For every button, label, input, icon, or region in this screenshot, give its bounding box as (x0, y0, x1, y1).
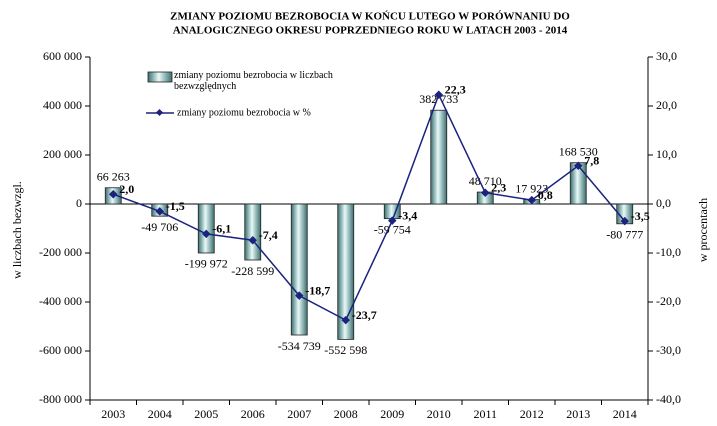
y2-tick-label: 10,0 (656, 147, 677, 161)
legend-entry: zmiany poziomu bezrobocia w liczbach bez… (174, 70, 333, 92)
y2-tick-label: 30,0 (656, 49, 677, 63)
x-tick-label: 2009 (380, 407, 404, 421)
line-value-label: -18,7 (305, 283, 330, 297)
bar-value-label: -59 754 (374, 222, 411, 236)
bar (430, 109, 448, 205)
y2-tick-label: 20,0 (656, 98, 677, 112)
line-marker (341, 315, 350, 325)
x-tick-label: 2014 (613, 407, 637, 421)
bar-value-label: -534 739 (278, 339, 321, 353)
y-axis-label: w liczbach bezwzgl. (10, 181, 24, 279)
y-tick-label: -400 000 (39, 294, 82, 308)
line-value-label: -6,1 (212, 222, 231, 236)
x-tick-label: 2013 (566, 407, 590, 421)
line-value-label: 2,0 (119, 182, 134, 196)
y-tick-label: 600 000 (43, 49, 82, 63)
y2-tick-label: -40,0 (656, 392, 681, 406)
x-tick-label: 2010 (427, 407, 451, 421)
line-value-label: -7,4 (259, 228, 278, 242)
x-tick-label: 2005 (194, 407, 218, 421)
line-marker (295, 291, 304, 300)
bar-value-label: 17 923 (515, 181, 548, 195)
x-tick-label: 2007 (287, 407, 311, 421)
bar-value-label: 66 263 (97, 170, 130, 184)
legend-swatch (155, 108, 164, 117)
y2-tick-label: 0,0 (656, 196, 671, 210)
legend-swatch (147, 71, 173, 83)
bar-value-label: -228 599 (231, 264, 274, 278)
x-tick-label: 2008 (334, 407, 358, 421)
line-value-label: 0,8 (538, 188, 553, 202)
x-tick-label: 2012 (520, 407, 544, 421)
line-value-label: -1,5 (166, 199, 185, 213)
chart-title: ZMIANY POZIOMU BEZROBOCIA W KOŃCU LUTEGO… (170, 11, 570, 23)
x-tick-label: 2003 (101, 407, 125, 421)
y2-tick-label: -20,0 (656, 294, 681, 308)
line-marker (481, 188, 490, 197)
x-tick-label: 2006 (241, 407, 265, 421)
bar (197, 203, 215, 254)
line-marker (109, 189, 118, 199)
y2-axis-label: w procentach (696, 198, 710, 262)
bar-value-label: -199 972 (185, 257, 228, 271)
line-value-label: 22,3 (445, 82, 466, 96)
line-value-label: -3,5 (631, 209, 650, 223)
bar-value-label: 168 530 (559, 144, 598, 158)
bar-value-label: -80 777 (606, 228, 643, 242)
bar-value-label: -552 598 (324, 343, 367, 357)
y2-tick-label: -10,0 (656, 245, 681, 259)
line-value-label: -23,7 (352, 308, 377, 322)
y-tick-label: 0 (76, 196, 82, 210)
legend-label: zmiany poziomu bezrobocia w liczbach bez… (174, 70, 333, 92)
bar (290, 203, 308, 336)
line-value-label: -3,4 (398, 208, 417, 222)
bar-value-label: -49 706 (141, 220, 178, 234)
x-tick-label: 2011 (473, 407, 497, 421)
line (112, 92, 626, 322)
y2-tick-label: -30,0 (656, 343, 681, 357)
y-tick-label: 200 000 (43, 147, 82, 161)
line-marker (202, 229, 211, 239)
y-tick-label: -600 000 (39, 343, 82, 357)
y-tick-label: -200 000 (39, 245, 82, 259)
line-value-label: 7,8 (584, 154, 599, 168)
y-tick-label: 400 000 (43, 98, 82, 112)
line-marker (388, 216, 397, 225)
x-tick-label: 2004 (148, 407, 172, 421)
line-value-label: 2,3 (491, 180, 506, 194)
bar-value-label: 48 710 (469, 174, 502, 188)
bar-value-label: 382 733 (419, 92, 458, 106)
legend-label: zmiany poziomu bezrobocia w % (177, 107, 311, 118)
y-tick-label: -800 000 (39, 392, 82, 406)
chart-title: ANALOGICZNEGO OKRESU POPRZEDNIEGO ROKU W… (173, 25, 568, 37)
bar (337, 203, 355, 340)
line-marker (155, 207, 164, 216)
line-marker (434, 90, 443, 99)
line-marker (248, 236, 257, 245)
